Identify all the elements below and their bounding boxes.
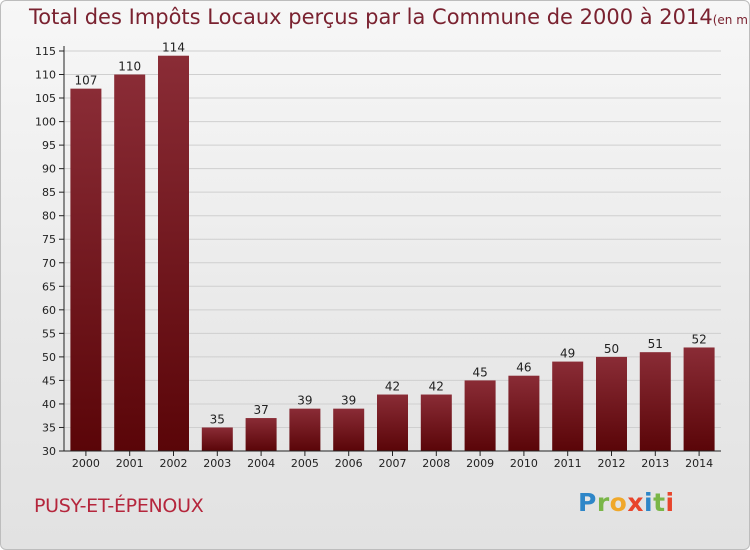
y-tick-label: 115 (35, 45, 56, 58)
y-tick-label: 60 (42, 304, 56, 317)
bar-2007 (377, 394, 408, 451)
proxiti-logo: Proxiti (578, 488, 675, 517)
data-label-2006: 39 (341, 394, 356, 408)
bar-2014 (683, 347, 715, 451)
bar-2009 (464, 380, 496, 451)
x-tick-label-2005: 2005 (291, 457, 319, 470)
data-label-2013: 51 (648, 337, 663, 351)
bar-2006 (333, 408, 365, 451)
data-label-2002: 114 (162, 41, 185, 55)
bar-2003 (201, 427, 233, 451)
data-label-2000: 107 (74, 74, 97, 88)
logo-letter: P (578, 488, 597, 517)
bar-2001 (114, 74, 146, 451)
bar-2004 (245, 418, 277, 451)
chart-title-text: Total des Impôts Locaux perçus par la Co… (29, 5, 713, 29)
x-tick-label-2003: 2003 (203, 457, 231, 470)
x-tick-label-2006: 2006 (335, 457, 363, 470)
data-label-2014: 52 (691, 332, 706, 346)
data-label-2011: 49 (560, 347, 575, 361)
x-tick-label-2000: 2000 (72, 457, 100, 470)
y-tick-label: 30 (42, 445, 56, 458)
labels: 30 35 40 45 50 55 60 65 70 75 80 85 90 95 100 105 110 115… (35, 41, 713, 470)
y-tick-label: 80 (42, 210, 56, 223)
y-tick-label: 55 (42, 327, 56, 340)
y-tick-label: 50 (42, 351, 56, 364)
bar-2002 (158, 55, 189, 452)
logo-letter: x (627, 488, 644, 517)
x-tick-label-2009: 2009 (466, 457, 494, 470)
y-tick-label: 105 (35, 92, 56, 105)
x-tick-label-2007: 2007 (379, 457, 407, 470)
x-tick-label-2012: 2012 (598, 457, 626, 470)
x-tick-label-2008: 2008 (422, 457, 450, 470)
commune-name: PUSY-ET-ÉPENOUX (34, 495, 204, 517)
chart-unit: (en milliers d'€) (712, 13, 750, 27)
y-tick-label: 70 (42, 257, 56, 270)
y-tick-label: 90 (42, 163, 56, 176)
y-tick-label: 100 (35, 116, 56, 129)
data-label-2009: 45 (472, 365, 487, 379)
bar-2011 (552, 361, 584, 451)
data-label-2012: 50 (604, 342, 619, 356)
bar-2010 (508, 375, 540, 451)
data-label-2003: 35 (210, 412, 225, 426)
data-label-2010: 46 (516, 361, 531, 375)
data-label-2007: 42 (385, 380, 400, 394)
x-tick-label-2014: 2014 (685, 457, 713, 470)
data-label-2008: 42 (429, 380, 444, 394)
x-tick-label-2004: 2004 (247, 457, 275, 470)
axes (59, 46, 721, 456)
logo-letter: t (653, 488, 666, 517)
bar-2008 (420, 394, 452, 451)
bar-2000 (70, 88, 102, 451)
x-tick-label-2001: 2001 (116, 457, 144, 470)
y-tick-label: 40 (42, 398, 56, 411)
y-tick-label: 65 (42, 280, 56, 293)
x-tick-label-2013: 2013 (641, 457, 669, 470)
data-label-2004: 37 (253, 403, 268, 417)
bar-2012 (596, 356, 627, 451)
x-tick-label-2002: 2002 (160, 457, 188, 470)
chart-title: Total des Impôts Locaux perçus par la Co… (29, 5, 750, 29)
y-tick-label: 95 (42, 139, 56, 152)
logo-letter: i (644, 488, 654, 517)
bar-2005 (289, 408, 321, 451)
logo-letter: o (609, 488, 628, 517)
y-tick-label: 45 (42, 374, 56, 387)
x-tick-label-2010: 2010 (510, 457, 538, 470)
logo-letter: r (596, 488, 610, 517)
y-tick-label: 110 (35, 69, 56, 82)
bar-2013 (639, 352, 671, 451)
bars (70, 55, 715, 452)
data-label-2005: 39 (297, 394, 312, 408)
y-tick-label: 85 (42, 186, 56, 199)
logo-letter: i (665, 488, 675, 517)
y-tick-label: 75 (42, 233, 56, 246)
x-tick-label-2011: 2011 (554, 457, 582, 470)
y-tick-label: 35 (42, 421, 56, 434)
data-label-2001: 110 (118, 60, 141, 74)
